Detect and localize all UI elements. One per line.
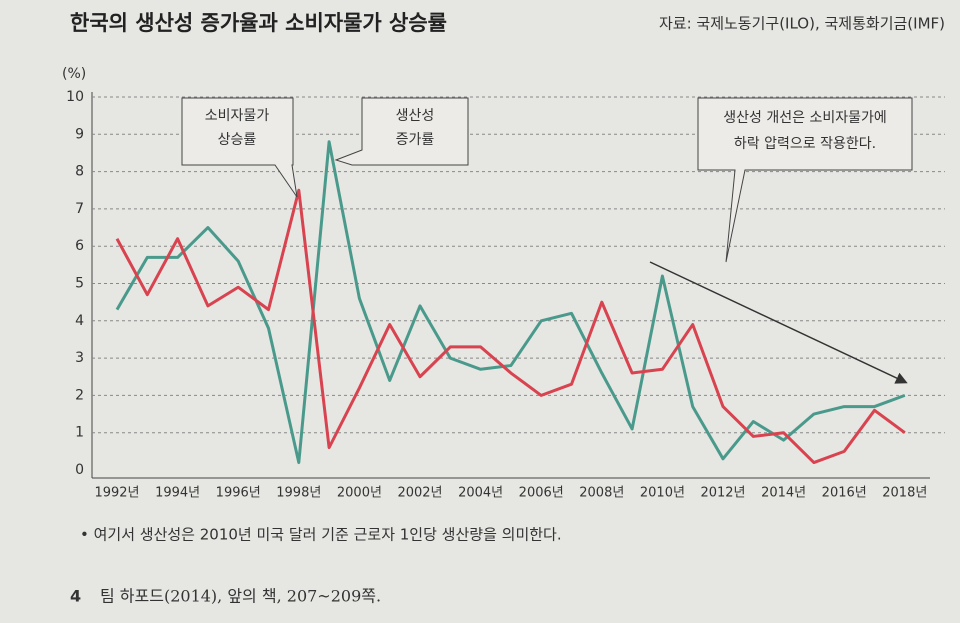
callout-box: [181, 97, 298, 198]
chart-title: 한국의 생산성 증가율과 소비자물가 상승률: [70, 11, 447, 35]
x-tick-label: 2010년: [640, 486, 685, 501]
y-tick-label: 8: [75, 164, 84, 180]
x-tick-label: 2008년: [579, 486, 624, 501]
callout-text: 증가률: [396, 132, 435, 148]
y-tick-label: 0: [75, 462, 84, 478]
y-tick-label: 7: [75, 201, 84, 217]
x-tick-label: 2006년: [519, 486, 564, 501]
x-tick-label: 1992년: [94, 486, 139, 501]
reference-text: 팀 하포드(2014), 앞의 책, 207~209쪽.: [100, 587, 381, 606]
callout-text: 하락 압력으로 작용한다.: [734, 136, 876, 152]
x-tick-label: 2016년: [822, 486, 867, 501]
callout-box: [334, 97, 469, 166]
y-tick-label: 5: [75, 276, 84, 292]
y-tick-label: 3: [75, 350, 84, 366]
y-tick-label: 6: [75, 238, 84, 254]
reference-number: 4: [70, 587, 81, 606]
x-tick-label: 2012년: [700, 486, 745, 501]
x-tick-label: 2000년: [337, 486, 382, 501]
x-tick-label: 2014년: [761, 486, 806, 501]
plot: 0 1 2 3 4 5 6 7 8 9 10 1992년 1994년 1996년 1998년 2000년 200…: [66, 89, 945, 501]
source: 자료: 국제노동기구(ILO), 국제통화기금(IMF): [659, 15, 945, 33]
callout-text: 생산성: [396, 108, 435, 124]
y-tick-label: 1: [75, 425, 84, 441]
callout-text: 생산성 개선은 소비자물가에: [723, 110, 886, 126]
y-tick-label: 9: [75, 126, 84, 142]
x-tick-label: 2002년: [397, 486, 442, 501]
footnote: • 여기서 생산성은 2010년 미국 달러 기준 근로자 1인당 생산량을 의…: [80, 526, 562, 544]
x-tick-label: 1996년: [216, 486, 261, 501]
callout-text: 소비자물가: [205, 108, 270, 124]
x-tick-label: 2004년: [458, 486, 503, 501]
y-unit: (%): [62, 66, 86, 82]
callout-text: 상승률: [218, 132, 257, 148]
y-tick-label: 4: [75, 313, 84, 329]
x-tick-label: 2018년: [882, 486, 927, 501]
y-tick-label: 2: [75, 387, 84, 403]
callout-box: [697, 97, 913, 263]
x-tick-label: 1994년: [155, 486, 200, 501]
x-tick-label: 1998년: [276, 486, 321, 501]
trend-arrow: [649, 261, 908, 384]
series-line: [115, 188, 906, 465]
y-tick-label: 10: [66, 89, 84, 105]
